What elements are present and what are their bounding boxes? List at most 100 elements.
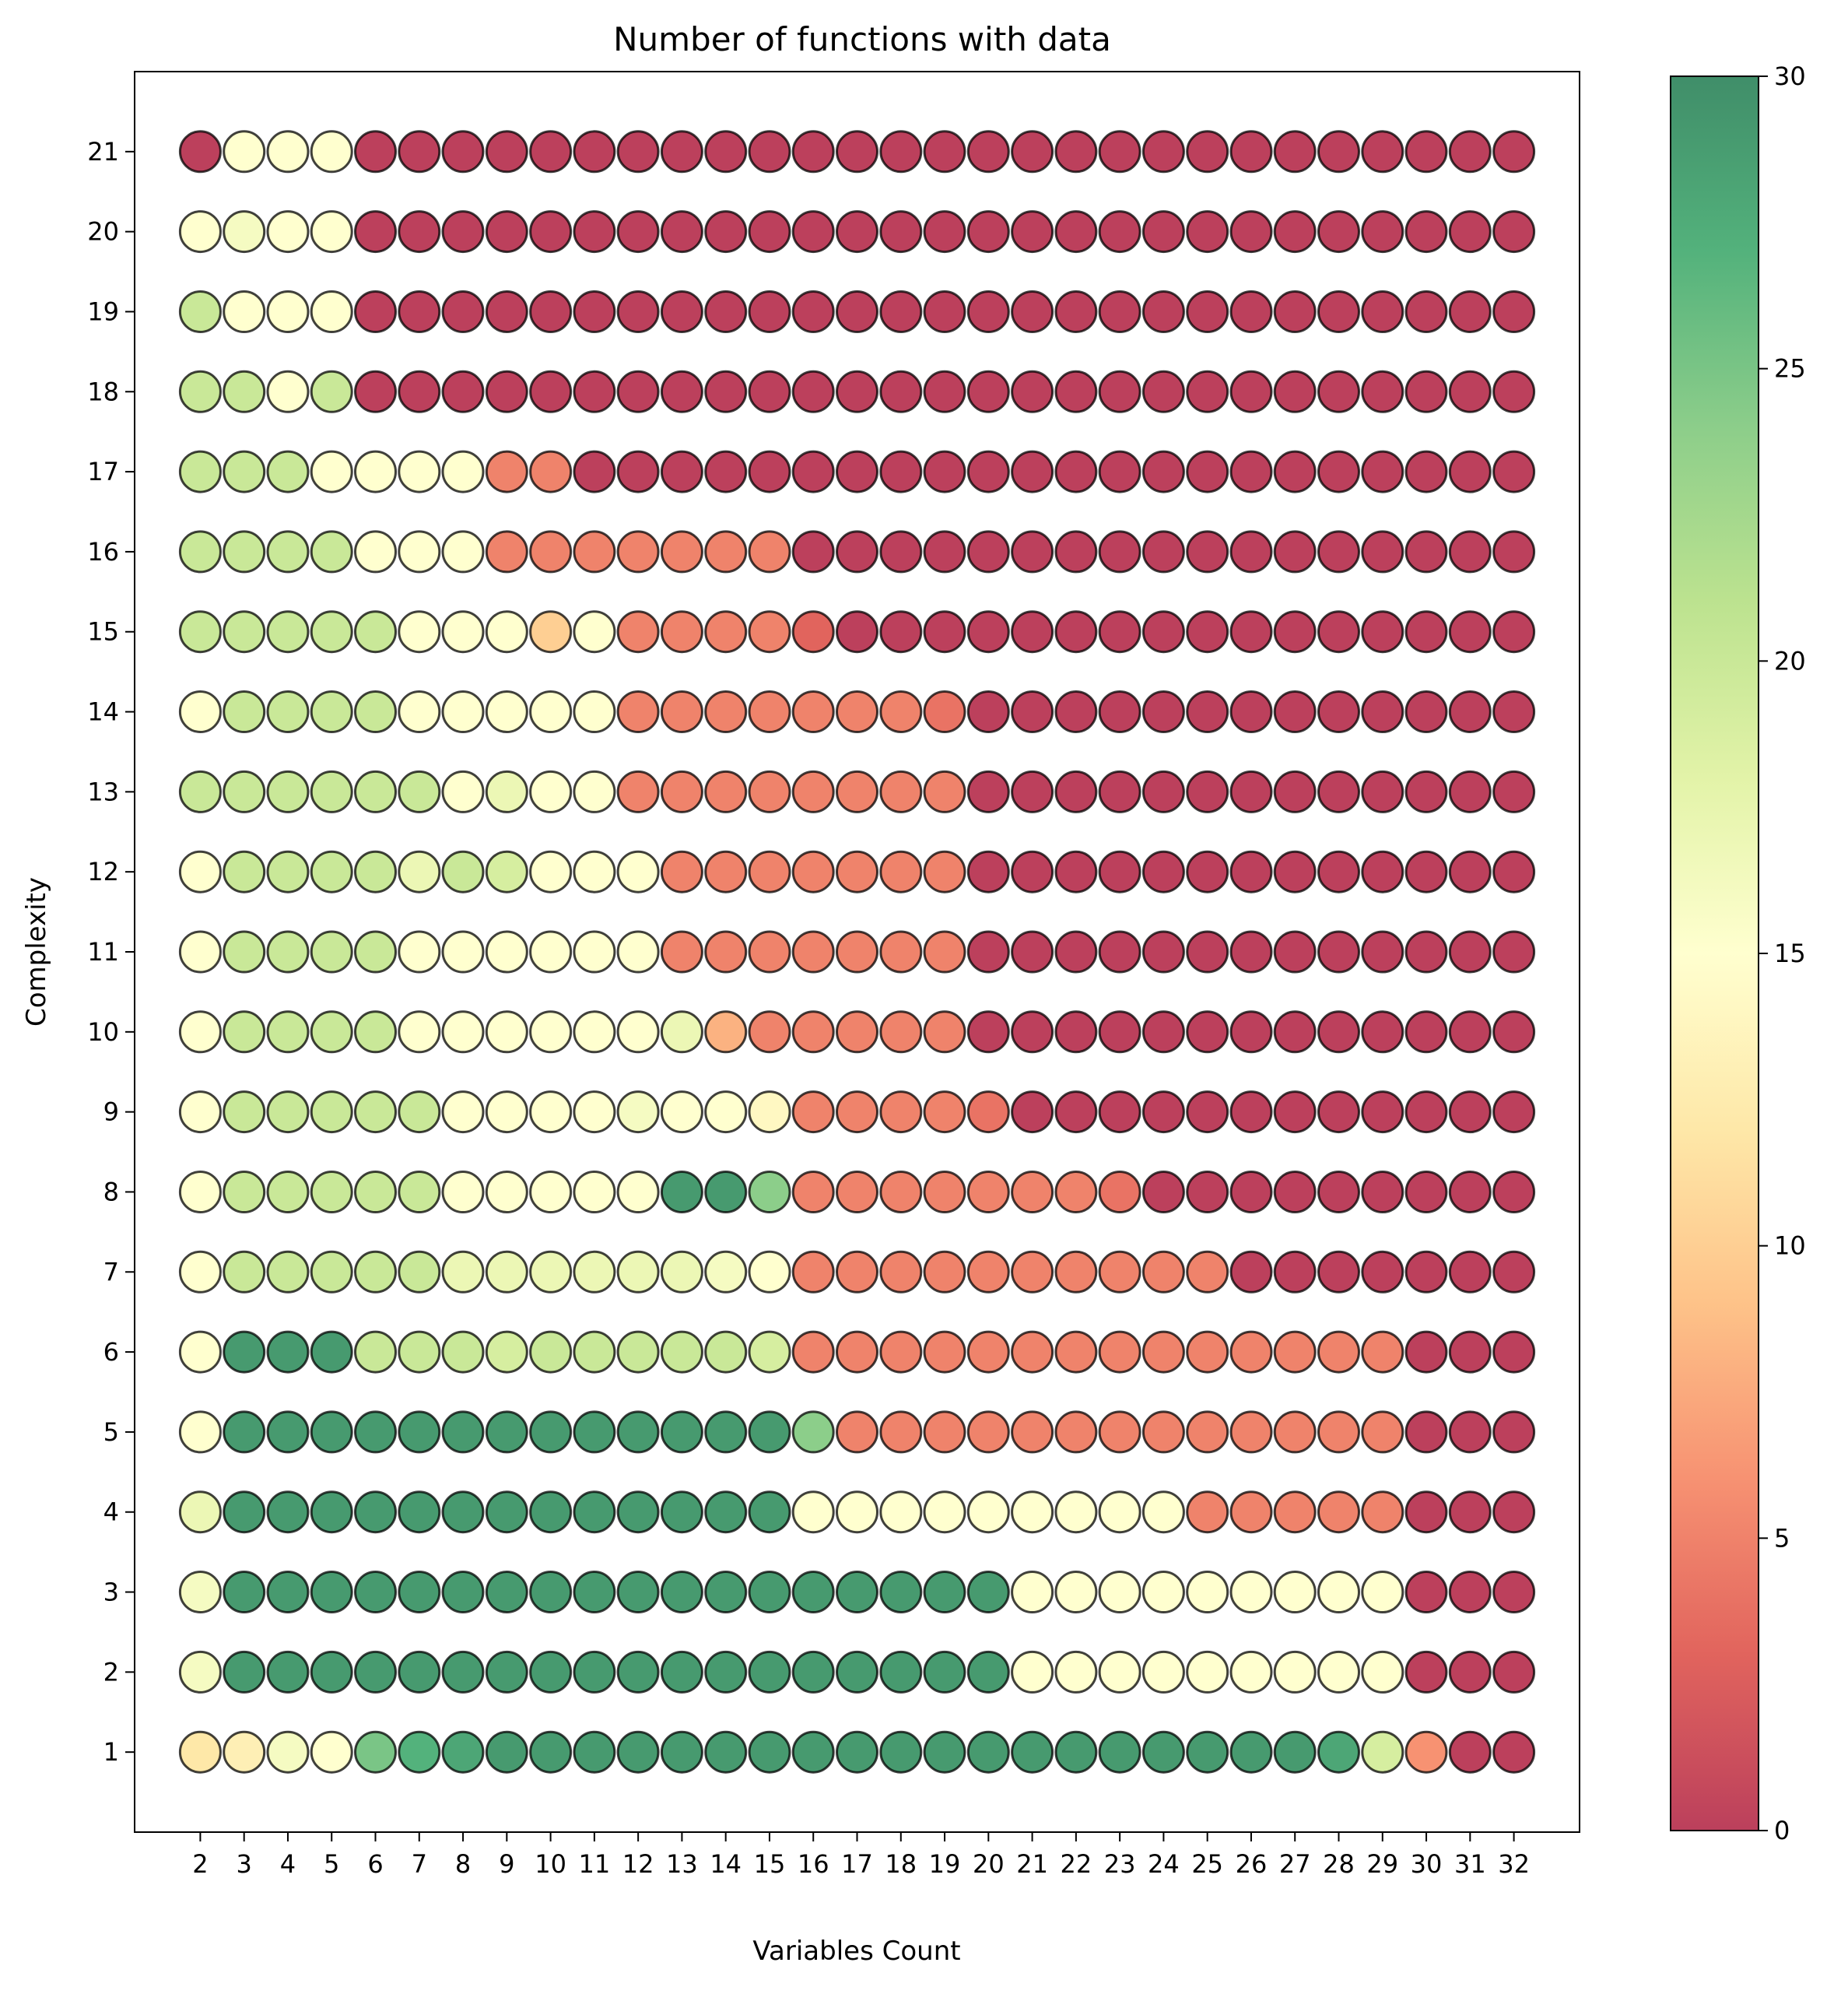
data-point	[923, 850, 966, 893]
data-point	[1448, 1410, 1492, 1454]
data-point	[836, 690, 878, 733]
data-point	[1011, 1650, 1054, 1694]
x-tick-label: 22	[1061, 1849, 1092, 1879]
data-point	[266, 450, 310, 493]
data-point	[1448, 530, 1492, 574]
data-point	[398, 1410, 441, 1454]
data-point	[966, 1171, 1010, 1213]
data-point	[1011, 1330, 1054, 1374]
data-point	[266, 1410, 310, 1454]
data-point	[1273, 370, 1317, 413]
data-point	[1361, 1010, 1404, 1054]
data-point	[1141, 1010, 1185, 1054]
y-tick-label: 21	[87, 137, 119, 167]
data-point	[1186, 130, 1229, 174]
data-point	[266, 610, 310, 654]
data-point	[748, 1490, 791, 1534]
data-point	[1098, 1250, 1141, 1294]
colorbar-tick-label: 20	[1774, 646, 1806, 676]
colorbar-tick-label: 0	[1774, 1816, 1790, 1845]
data-point	[310, 290, 353, 333]
data-point	[573, 770, 616, 813]
data-point	[836, 610, 878, 654]
y-tick-label: 20	[87, 217, 119, 247]
data-point	[1229, 1171, 1273, 1213]
data-point	[485, 530, 528, 574]
data-point	[1098, 450, 1141, 493]
data-point	[1404, 450, 1448, 493]
data-point	[1186, 1010, 1229, 1054]
data-point	[529, 1250, 573, 1294]
x-tick-label: 3	[237, 1849, 252, 1879]
data-point	[354, 770, 397, 813]
data-point	[1229, 130, 1273, 174]
data-point	[1492, 1730, 1536, 1774]
data-point	[1404, 1330, 1448, 1374]
data-point	[660, 1090, 703, 1134]
x-tick-label: 32	[1498, 1849, 1530, 1879]
data-point	[1229, 1571, 1273, 1613]
data-point	[660, 1571, 703, 1613]
data-point	[1098, 1010, 1141, 1054]
data-point	[923, 210, 966, 254]
data-point	[1011, 1410, 1054, 1454]
data-point	[398, 1650, 441, 1694]
data-point	[1141, 850, 1185, 893]
data-point	[441, 690, 485, 733]
x-tick-label: 14	[710, 1849, 742, 1879]
data-point	[616, 1330, 660, 1374]
y-tick-label: 2	[103, 1657, 119, 1687]
plot-frame	[134, 71, 1580, 1833]
data-point	[923, 1410, 966, 1454]
data-point	[178, 1490, 222, 1534]
data-point	[836, 530, 878, 574]
data-point	[529, 210, 573, 254]
data-point	[879, 1010, 923, 1054]
data-point	[879, 1571, 923, 1613]
data-point	[1054, 1490, 1098, 1534]
data-point	[1273, 290, 1317, 333]
y-tick-label: 16	[87, 537, 119, 567]
data-point	[923, 1730, 966, 1774]
data-point	[1273, 930, 1317, 974]
data-point	[1448, 690, 1492, 733]
data-point	[1054, 610, 1098, 654]
data-point	[1186, 610, 1229, 654]
data-point	[1273, 530, 1317, 574]
data-point	[1141, 1250, 1185, 1294]
data-point	[704, 850, 748, 893]
data-point	[923, 1650, 966, 1694]
data-point	[1098, 1571, 1141, 1613]
data-point	[310, 1490, 353, 1534]
data-point	[1448, 130, 1492, 174]
data-point	[1361, 770, 1404, 813]
x-tick-label: 13	[666, 1849, 698, 1879]
data-point	[1448, 1330, 1492, 1374]
x-tick-label: 19	[929, 1849, 961, 1879]
data-point	[1404, 210, 1448, 254]
data-point	[441, 1171, 485, 1213]
data-point	[1098, 530, 1141, 574]
x-tick-label: 12	[622, 1849, 654, 1879]
x-tick-label: 8	[455, 1849, 471, 1879]
x-tick-label: 23	[1104, 1849, 1136, 1879]
data-point	[178, 1171, 222, 1213]
data-point	[1186, 1250, 1229, 1294]
data-point	[791, 450, 835, 493]
data-point	[1448, 1090, 1492, 1134]
data-point	[1186, 1171, 1229, 1213]
data-point	[1361, 1571, 1404, 1613]
data-point	[1317, 530, 1360, 574]
data-point	[485, 210, 528, 254]
data-point	[223, 1010, 266, 1054]
data-point	[178, 610, 222, 654]
data-point	[1404, 930, 1448, 974]
data-point	[1448, 1010, 1492, 1054]
data-point	[441, 610, 485, 654]
data-point	[966, 1410, 1010, 1454]
data-point	[1448, 450, 1492, 493]
data-point	[836, 290, 878, 333]
data-point	[836, 1650, 878, 1694]
data-point	[660, 850, 703, 893]
data-point	[573, 1410, 616, 1454]
